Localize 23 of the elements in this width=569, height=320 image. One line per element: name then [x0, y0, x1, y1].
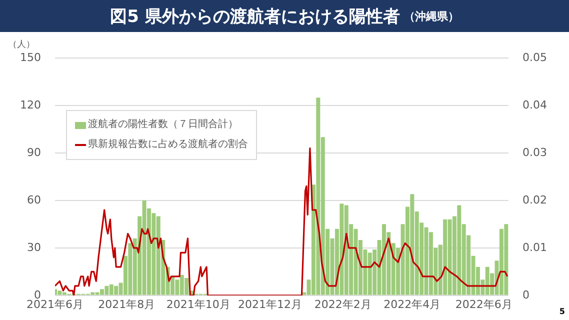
- legend-label: 渡航者の陽性者数（７日間合計）: [88, 118, 238, 132]
- legend-label: 県新規報告数に占める渡航者の割合: [88, 138, 248, 152]
- y2-tick-label: 0.04: [522, 98, 548, 112]
- y2-tick-label: 0.05: [522, 50, 548, 64]
- x-tick-label: 2021年10月: [166, 298, 230, 311]
- y-tick-label: 30: [26, 240, 41, 254]
- x-tick-label: 2021年8月: [98, 298, 156, 311]
- y-axis-title: （人）: [8, 38, 35, 51]
- y-tick-label: 90: [26, 146, 41, 159]
- y2-tick-label: 0.01: [522, 240, 548, 254]
- y-tick-label: 120: [20, 98, 41, 112]
- y-tick-label: 150: [20, 50, 41, 64]
- y2-tick-label: 0.03: [522, 146, 548, 159]
- x-tick-label: 2022年2月: [314, 298, 372, 311]
- x-tick-label: 2021年12月: [238, 298, 302, 311]
- chart-subtitle: （沖縄県）: [404, 8, 459, 24]
- y2-tick-label: 0: [522, 288, 530, 302]
- y2-tick-label: 0.02: [522, 193, 548, 206]
- x-tick-label: 2022年4月: [384, 298, 441, 311]
- x-tick-label: 2022年6月: [455, 298, 512, 311]
- y-tick-label: 60: [26, 193, 41, 206]
- chart-title: 図5 県外からの渡航者における陽性者: [110, 6, 400, 28]
- text: 5: [559, 307, 565, 316]
